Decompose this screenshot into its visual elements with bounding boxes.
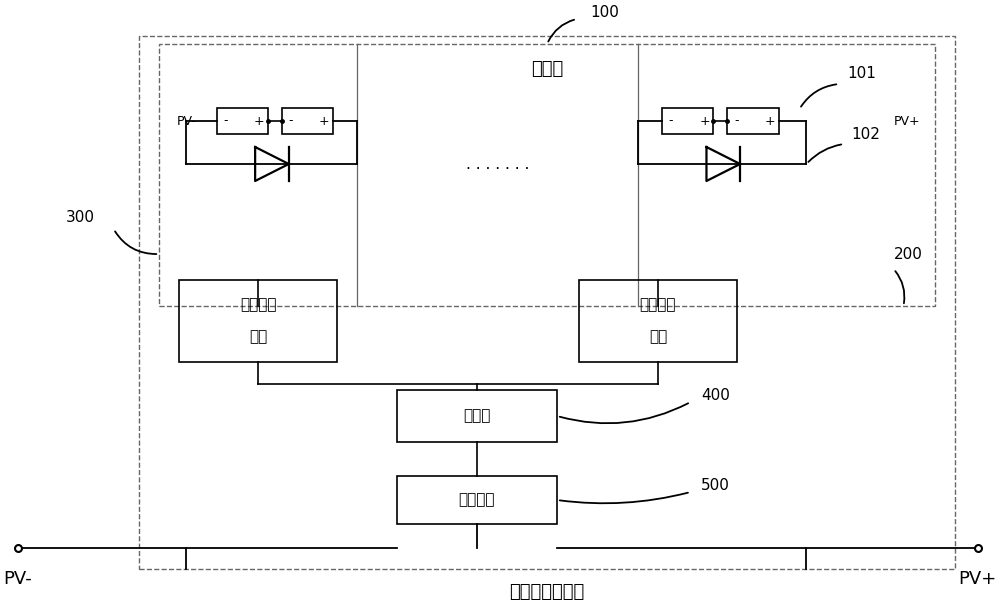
Text: PV-: PV- [177,114,197,128]
Bar [159,44,935,306]
Text: PV+: PV+ [894,114,921,128]
Text: PV+: PV+ [959,570,997,588]
Text: +: + [699,114,710,128]
Text: -: - [223,114,228,128]
Text: 电压采集: 电压采集 [640,298,676,313]
Text: . . . . . . .: . . . . . . . [466,157,529,171]
Bar [397,390,557,442]
Text: +: + [254,114,264,128]
Text: 控制器: 控制器 [463,408,491,424]
Bar [282,108,333,134]
Text: +: + [764,114,775,128]
Text: 电池板: 电池板 [531,60,563,78]
Text: 400: 400 [701,389,730,403]
Bar [662,108,713,134]
Text: 电路: 电路 [249,330,267,344]
Text: 200: 200 [894,246,923,262]
Text: +: + [319,114,330,128]
Text: -: - [734,114,738,128]
Bar [179,280,337,362]
Text: 电压采集: 电压采集 [240,298,276,313]
Bar [217,108,268,134]
Text: 101: 101 [847,66,876,82]
Text: 100: 100 [590,4,619,20]
Text: 102: 102 [851,126,880,141]
Text: -: - [289,114,293,128]
Text: 电池板监控系统: 电池板监控系统 [509,583,585,601]
Text: 500: 500 [701,478,730,494]
Text: 发送电路: 发送电路 [459,492,495,508]
Bar [139,36,955,569]
Bar [727,108,779,134]
Text: 电路: 电路 [649,330,667,344]
Bar [579,280,737,362]
Bar [397,476,557,524]
Text: -: - [669,114,673,128]
Text: 300: 300 [65,209,94,225]
Text: PV-: PV- [3,570,32,588]
